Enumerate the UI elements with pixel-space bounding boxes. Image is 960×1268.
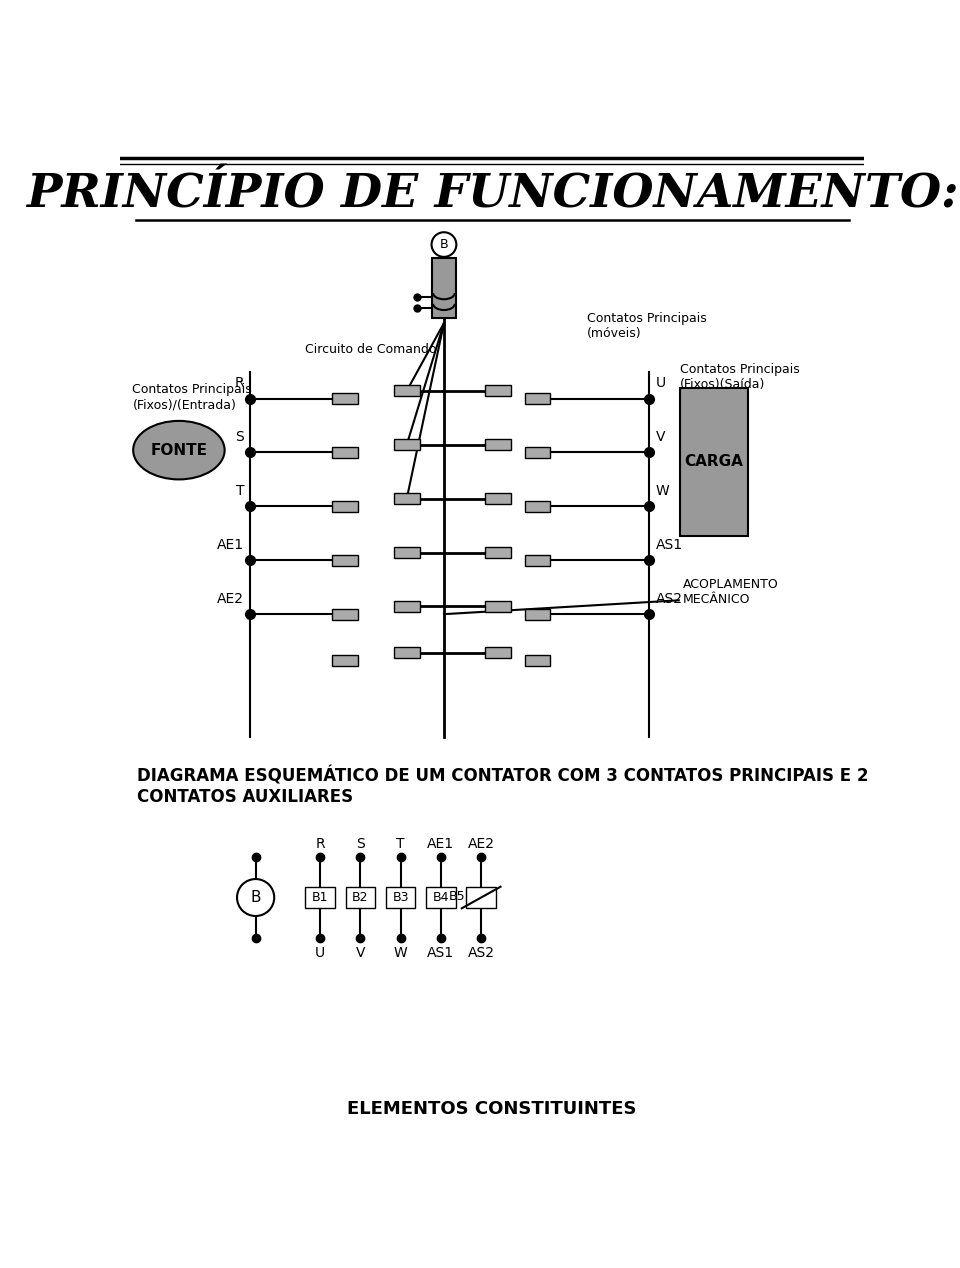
Bar bbox=[485, 385, 511, 397]
Text: R: R bbox=[234, 377, 244, 391]
Ellipse shape bbox=[133, 421, 225, 479]
Text: ELEMENTOS CONSTITUINTES: ELEMENTOS CONSTITUINTES bbox=[348, 1099, 636, 1117]
Text: V: V bbox=[656, 430, 665, 444]
Bar bbox=[332, 501, 358, 512]
Text: Contatos Principais
(Fixos)(Saída): Contatos Principais (Fixos)(Saída) bbox=[680, 363, 800, 391]
Bar bbox=[395, 493, 420, 505]
Bar bbox=[485, 601, 511, 612]
Bar bbox=[395, 647, 420, 658]
Text: B: B bbox=[440, 238, 448, 251]
Text: B1: B1 bbox=[312, 891, 328, 904]
Text: Circuito de Comando: Circuito de Comando bbox=[304, 344, 436, 356]
Text: B: B bbox=[251, 890, 261, 905]
Circle shape bbox=[432, 232, 456, 257]
Bar bbox=[524, 448, 550, 458]
Bar bbox=[524, 393, 550, 404]
Text: Contatos Principais
(móveis): Contatos Principais (móveis) bbox=[588, 312, 708, 340]
Text: AS2: AS2 bbox=[656, 592, 683, 606]
Text: AS1: AS1 bbox=[656, 538, 683, 552]
Text: AE2: AE2 bbox=[217, 592, 244, 606]
Text: U: U bbox=[315, 946, 325, 960]
Text: B4: B4 bbox=[433, 891, 449, 904]
Bar bbox=[395, 385, 420, 397]
Bar bbox=[332, 448, 358, 458]
Text: V: V bbox=[355, 946, 365, 960]
Bar bbox=[332, 393, 358, 404]
Bar bbox=[395, 440, 420, 450]
Bar bbox=[386, 886, 416, 908]
Bar bbox=[680, 388, 748, 535]
Text: S: S bbox=[356, 837, 365, 851]
Bar bbox=[395, 548, 420, 558]
Bar bbox=[467, 886, 496, 908]
Text: B2: B2 bbox=[352, 891, 369, 904]
Bar bbox=[332, 609, 358, 620]
Bar bbox=[346, 886, 375, 908]
Text: AS2: AS2 bbox=[468, 946, 494, 960]
Text: W: W bbox=[394, 946, 407, 960]
Text: AS1: AS1 bbox=[427, 946, 454, 960]
Text: AE2: AE2 bbox=[468, 837, 494, 851]
Text: DIAGRAMA ESQUEMÁTICO DE UM CONTATOR COM 3 CONTATOS PRINCIPAIS E 2
CONTATOS AUXIL: DIAGRAMA ESQUEMÁTICO DE UM CONTATOR COM … bbox=[137, 767, 869, 806]
Bar bbox=[485, 440, 511, 450]
Bar bbox=[524, 609, 550, 620]
Bar bbox=[426, 886, 456, 908]
Text: R: R bbox=[315, 837, 324, 851]
Text: S: S bbox=[235, 430, 244, 444]
Bar bbox=[395, 601, 420, 612]
Text: T: T bbox=[396, 837, 405, 851]
Text: PRINCÍPIO DE FUNCIONAMENTO:: PRINCÍPIO DE FUNCIONAMENTO: bbox=[26, 171, 958, 218]
Text: W: W bbox=[656, 484, 669, 498]
Bar bbox=[524, 656, 550, 666]
Text: AE1: AE1 bbox=[217, 538, 244, 552]
Text: FONTE: FONTE bbox=[151, 443, 207, 458]
Text: U: U bbox=[656, 377, 665, 391]
Bar bbox=[485, 493, 511, 505]
Text: ACOPLAMENTO
MECÂNICO: ACOPLAMENTO MECÂNICO bbox=[683, 578, 779, 606]
Bar bbox=[305, 886, 335, 908]
Bar bbox=[485, 548, 511, 558]
Bar bbox=[485, 647, 511, 658]
Circle shape bbox=[237, 879, 275, 915]
Text: AE1: AE1 bbox=[427, 837, 454, 851]
Text: CARGA: CARGA bbox=[684, 454, 743, 469]
Text: B3: B3 bbox=[393, 891, 409, 904]
Bar bbox=[524, 555, 550, 566]
Text: Contatos Principais
(Fixos)/(Entrada): Contatos Principais (Fixos)/(Entrada) bbox=[132, 383, 252, 411]
Text: B5: B5 bbox=[448, 890, 465, 903]
Bar bbox=[332, 656, 358, 666]
Bar bbox=[524, 501, 550, 512]
Text: T: T bbox=[235, 484, 244, 498]
Bar bbox=[432, 257, 456, 318]
Bar bbox=[332, 555, 358, 566]
